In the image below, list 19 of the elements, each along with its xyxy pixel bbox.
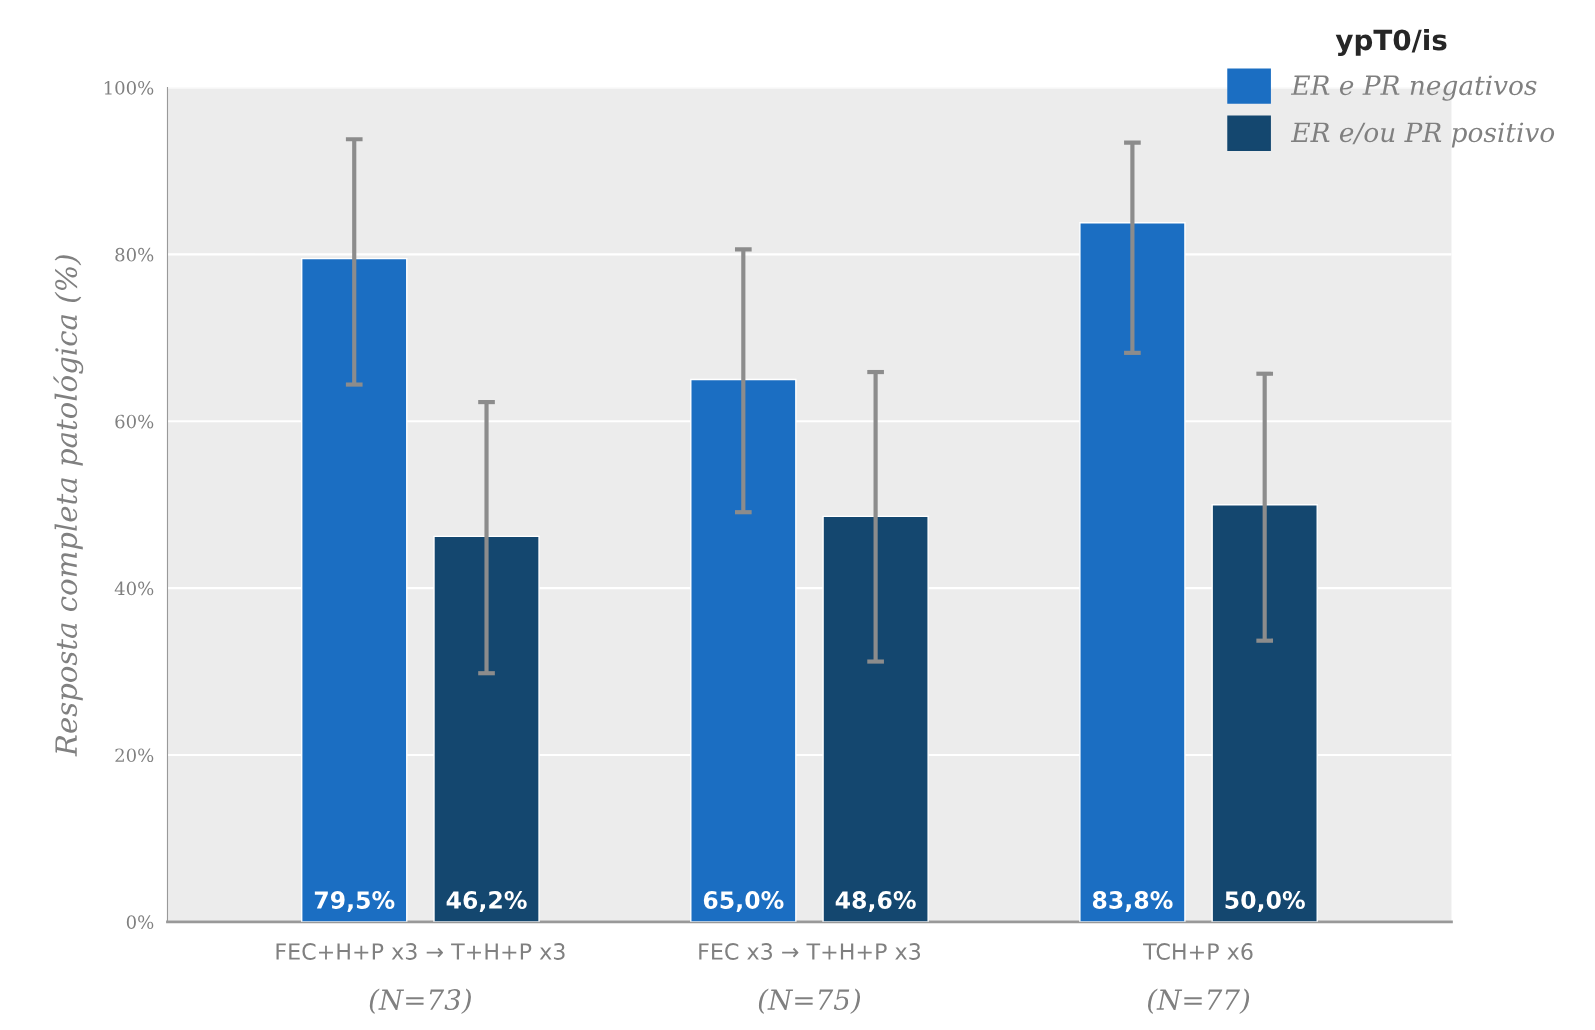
data-label: 48,6% [835, 891, 916, 912]
legend-label: ER e/ou PR positivo [1290, 122, 1555, 148]
legend-title: ypT0/is [1335, 28, 1447, 56]
data-label: 50,0% [1225, 891, 1305, 912]
data-label: 79,5% [314, 891, 395, 912]
data-label: 83,8% [1092, 891, 1173, 912]
category-label: TCH+P x6 (N=77) [1143, 943, 1253, 1015]
category-label: FEC x3 → T+H+P x3 (N=75) [699, 943, 921, 1015]
data-label: 46,2% [446, 891, 527, 912]
y-tick-label: 80% [115, 247, 154, 262]
y-tick-label: 0% [126, 915, 154, 929]
category-label: FEC+H+P x3 → T+H+P x3 (N=73) [276, 943, 565, 1015]
y-tick-label: 20% [115, 748, 154, 763]
y-axis-title: Resposta completa patológica (%) [53, 255, 84, 757]
y-tick-label: 40% [114, 581, 154, 596]
y-tick-label: 100% [104, 81, 154, 95]
legend-label: ER e PR negativos [1290, 75, 1537, 101]
data-label: 65,0% [703, 891, 784, 912]
y-tick-label: 60% [115, 414, 154, 429]
